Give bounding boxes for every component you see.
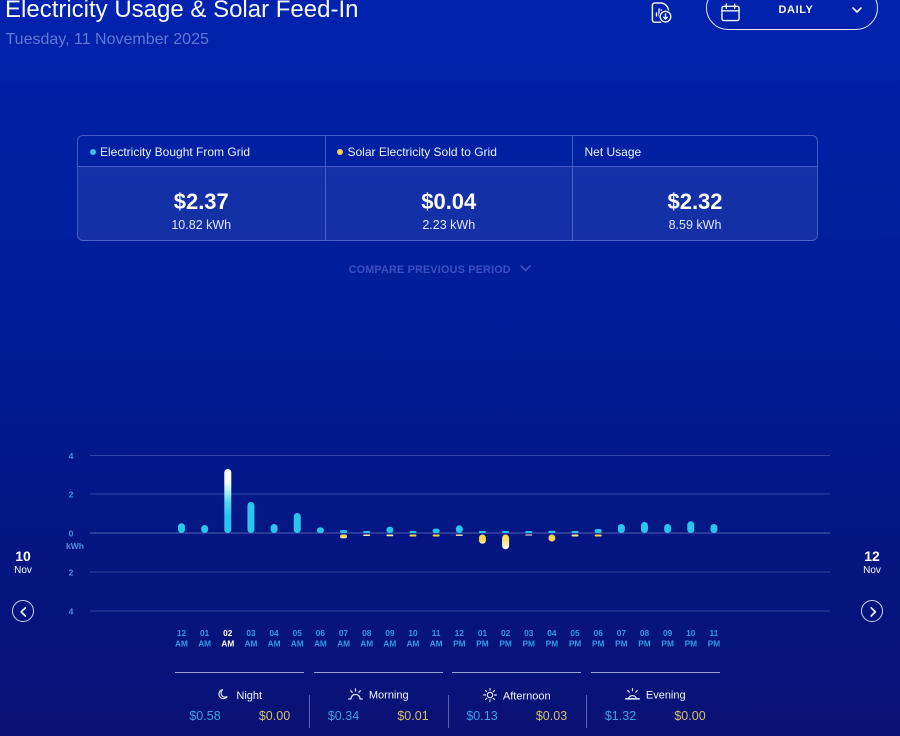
svg-text:06: 06 [316,628,326,638]
svg-text:01: 01 [478,628,488,638]
svg-text:10: 10 [686,628,696,638]
svg-text:11: 11 [710,628,719,638]
svg-text:PM: PM [523,639,536,649]
svg-text:PM: PM [708,639,721,649]
svg-text:PM: PM [638,639,651,649]
svg-text:AM: AM [314,639,327,649]
svg-text:10: 10 [408,628,418,638]
svg-text:AM: AM [268,639,281,649]
svg-text:08: 08 [362,628,372,638]
svg-text:12: 12 [177,628,187,638]
svg-text:2: 2 [69,490,74,500]
svg-text:PM: PM [685,639,698,649]
svg-text:PM: PM [569,639,582,649]
svg-text:04: 04 [269,628,279,638]
svg-text:kWh: kWh [66,541,84,551]
svg-text:0: 0 [69,529,74,539]
svg-text:AM: AM [198,639,211,649]
svg-text:4: 4 [69,607,74,617]
svg-text:11: 11 [432,628,441,638]
svg-text:PM: PM [476,639,489,649]
svg-text:09: 09 [663,628,673,638]
svg-text:PM: PM [661,639,674,649]
svg-text:12: 12 [455,628,465,638]
svg-text:AM: AM [175,639,188,649]
svg-text:PM: PM [615,639,628,649]
svg-text:AM: AM [407,639,420,649]
svg-text:01: 01 [200,628,210,638]
svg-text:02: 02 [223,628,233,638]
svg-text:05: 05 [570,628,580,638]
svg-text:07: 07 [339,628,349,638]
svg-text:09: 09 [385,628,395,638]
svg-text:AM: AM [430,639,443,649]
svg-text:AM: AM [360,639,373,649]
svg-text:AM: AM [383,639,396,649]
svg-text:AM: AM [291,639,304,649]
svg-text:07: 07 [617,628,627,638]
svg-text:05: 05 [293,628,303,638]
svg-text:PM: PM [499,639,512,649]
svg-text:PM: PM [546,639,559,649]
svg-text:06: 06 [594,628,604,638]
svg-text:AM: AM [244,639,257,649]
svg-text:AM: AM [221,639,234,649]
svg-text:PM: PM [453,639,466,649]
svg-text:08: 08 [640,628,650,638]
svg-text:AM: AM [337,639,350,649]
svg-text:4: 4 [69,451,74,461]
svg-text:04: 04 [547,628,557,638]
svg-text:2: 2 [69,568,74,578]
svg-text:03: 03 [246,628,256,638]
svg-text:02: 02 [501,628,511,638]
svg-text:03: 03 [524,628,534,638]
svg-text:PM: PM [592,639,605,649]
